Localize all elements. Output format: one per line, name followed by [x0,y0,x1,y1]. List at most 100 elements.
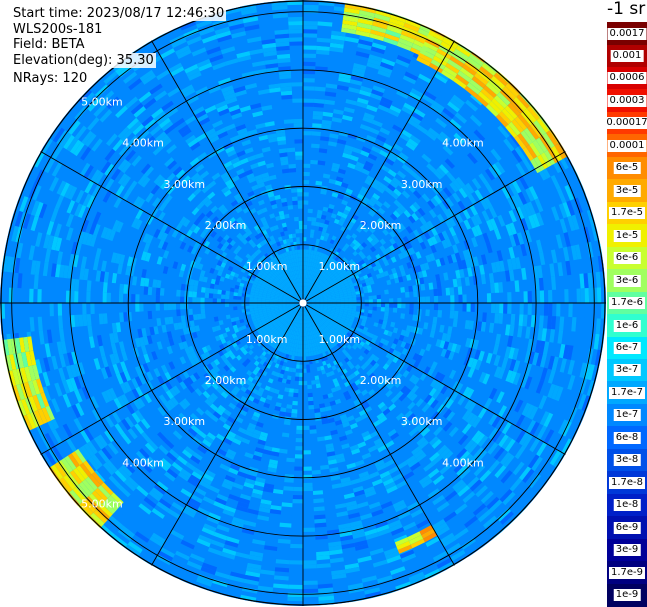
range-gate [313,350,317,356]
range-gate [275,330,280,336]
range-gate [282,335,287,340]
range-gate [311,343,315,348]
range-gate [305,327,308,332]
range-gate [281,94,293,100]
range-gate [595,271,601,288]
range-gate [352,67,366,74]
range-gate [289,325,293,330]
range-gate [567,215,576,232]
range-gate [382,228,389,236]
range-gate [300,315,302,320]
range-gate [494,313,500,324]
range-gate [310,347,314,352]
range-gate [421,270,428,278]
range-gate [200,170,210,179]
range-gate [317,345,321,351]
range-gate [303,147,312,152]
range-gate [120,394,130,406]
range-gate [303,348,306,353]
range-gate [244,452,254,459]
range-gate [172,309,177,317]
range-gate [136,198,146,209]
range-gate [242,361,248,368]
range-gate [364,406,373,413]
range-gate [597,255,604,272]
range-gate [242,207,250,214]
range-gate [216,298,221,303]
range-gate [478,488,491,501]
range-gate [19,196,29,213]
range-gate [303,53,317,58]
enhanced-gate [72,487,86,502]
range-gate [384,458,396,468]
range-gate [448,351,455,361]
range-gate [447,326,453,335]
range-gate [171,37,187,49]
range-gate [222,423,232,431]
range-gate [308,293,313,297]
range-gate [524,363,533,377]
range-gate [541,264,547,278]
enhanced-gate [501,108,515,122]
range-gate [227,182,236,190]
range-gate [229,575,245,583]
range-gate [357,43,372,51]
range-gate [290,346,294,352]
range-gate [244,241,251,248]
range-gate [509,269,515,282]
range-gate [325,289,330,293]
range-gate [320,365,325,371]
range-gate [529,421,540,436]
range-gate [230,389,238,396]
range-gate [307,315,310,320]
range-gate [338,265,343,270]
range-gate [343,44,358,52]
range-gate [296,261,300,267]
range-gate [281,271,285,277]
range-gate [267,467,277,473]
range-gate [232,516,245,525]
range-gate [218,430,228,438]
range-gate [416,436,427,447]
range-gate [316,332,320,338]
range-gate [180,539,195,550]
range-gate [383,270,389,277]
range-gate [410,508,424,518]
range-gate [278,295,283,298]
range-gate [319,222,325,228]
enhanced-gate [25,351,33,367]
range-gate [316,49,330,55]
range-gate [250,310,255,315]
range-gate [433,216,442,226]
range-gate [505,270,511,282]
range-gate [321,290,326,294]
range-gate [501,357,509,369]
range-gate [498,282,504,293]
range-gate [310,313,313,318]
range-gate [428,387,437,397]
range-gate [296,305,300,309]
range-gate [68,339,75,353]
range-gate [214,497,227,506]
range-gate [294,376,300,381]
range-gate [117,158,129,171]
range-gate [281,222,287,228]
range-gate [303,98,314,103]
enhanced-gate [551,145,563,162]
range-gate [42,262,49,277]
range-gate [303,257,306,262]
range-gate [250,102,262,110]
range-gate [379,272,385,278]
range-gate [488,206,498,219]
range-gate [233,385,241,393]
range-gate [341,199,348,206]
range-gate [229,287,235,293]
range-gate [321,311,326,315]
range-gate [241,8,257,16]
range-gate [377,528,391,537]
range-gate [424,190,434,200]
range-gate [537,327,543,341]
range-gate [156,501,170,513]
range-gate [571,214,580,230]
range-gate [481,384,490,396]
